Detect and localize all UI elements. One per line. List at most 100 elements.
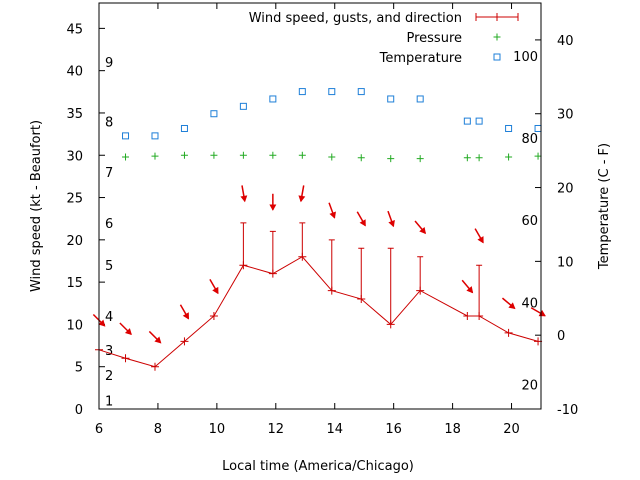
wind-direction-arrow	[414, 220, 426, 235]
pressure-point	[298, 151, 306, 159]
pressure-point	[239, 151, 247, 159]
temperature-point	[463, 117, 471, 125]
wind-direction-arrow-head	[508, 302, 516, 310]
pressure-point	[416, 155, 424, 163]
x-tick-label: 10	[209, 422, 226, 437]
temperature-point	[387, 95, 395, 103]
beaufort-label: 4	[105, 310, 113, 325]
y-tick-label: 10	[66, 318, 83, 333]
y-tick-label: 5	[75, 361, 83, 376]
wind-speed-point	[121, 354, 130, 363]
pressure-point	[505, 153, 513, 161]
legend-label: Pressure	[406, 31, 462, 46]
wind-direction-arrow	[461, 279, 474, 294]
beaufort-label: 5	[105, 259, 113, 274]
series-layer	[92, 88, 546, 371]
legend: Wind speed, gusts, and direction Pressure…	[249, 11, 519, 66]
wind-direction-arrow	[328, 202, 336, 219]
wind-direction-arrow	[501, 297, 516, 310]
y-tick-label: 45	[66, 22, 83, 37]
wind-direction-arrow-head	[298, 195, 306, 203]
wind-direction-arrow-head	[269, 204, 277, 211]
wind-direction-arrow-head	[466, 286, 474, 294]
gust-bar	[387, 247, 394, 325]
beaufort-label: 9	[105, 56, 113, 71]
wind-speed-point	[504, 328, 513, 337]
wind-direction-arrow	[474, 228, 484, 244]
wind-direction-arrow-head	[240, 195, 248, 203]
wind-speed-point	[463, 311, 472, 320]
wind-speed-point	[180, 337, 189, 346]
y-tick-label: 20	[66, 234, 83, 249]
y-tick-label: 15	[66, 276, 83, 291]
y-tick-label: 35	[66, 107, 83, 122]
wind-direction-arrow-head	[419, 226, 426, 235]
temperature-point	[269, 95, 277, 103]
legend-swatch-temperature	[493, 53, 501, 61]
pressure-point	[475, 154, 483, 162]
fahrenheit-label: 80	[521, 132, 538, 147]
x-tick-label: 20	[503, 422, 520, 437]
gust-bar	[299, 222, 306, 257]
fahrenheit-label: 20	[521, 379, 538, 394]
legend-swatch-wind	[475, 13, 519, 21]
temperature-point	[298, 88, 306, 96]
y2-tick-label: 40	[557, 34, 574, 49]
gust-bar	[269, 230, 276, 274]
beaufort-label: 8	[105, 115, 113, 130]
x-tick-label: 14	[326, 422, 343, 437]
gust-bar	[476, 264, 483, 316]
wind-direction-arrow	[240, 185, 248, 203]
y2-axis-label: Temperature (C - F)	[597, 143, 612, 270]
x-axis-label: Local time (America/Chicago)	[222, 459, 414, 474]
temperature-point	[416, 95, 424, 103]
gust-bar	[328, 239, 335, 291]
y-tick-label: 0	[75, 403, 83, 418]
wind-direction-arrow	[298, 185, 306, 203]
plot-frame	[98, 2, 542, 410]
wind-speed-line	[98, 256, 539, 368]
gust-bar	[358, 247, 365, 300]
wind-direction-arrow-head	[212, 286, 219, 295]
y-tick-label: 40	[66, 65, 83, 80]
wind-direction-arrow-head	[359, 219, 366, 227]
temperature-point	[180, 124, 188, 132]
pressure-point	[210, 151, 218, 159]
wind-direction-arrow	[269, 193, 277, 211]
pressure-point	[387, 155, 395, 163]
temperature-point	[122, 132, 130, 140]
wind-direction-arrow-head	[124, 328, 132, 336]
y2-tick-label: 20	[557, 182, 574, 197]
temperature-point	[357, 88, 365, 96]
pressure-point	[122, 153, 130, 161]
wind-direction-arrow-head	[154, 336, 162, 344]
wind-direction-arrow-head	[477, 236, 484, 244]
legend-label: Temperature	[379, 51, 462, 66]
temperature-point	[239, 102, 247, 110]
pressure-point	[180, 151, 188, 159]
fahrenheit-label: 40	[521, 297, 538, 312]
pressure-point	[463, 154, 471, 162]
beaufort-label: 7	[105, 166, 113, 181]
wind-direction-arrow-head	[329, 211, 336, 219]
x-tick-label: 12	[268, 422, 285, 437]
pressure-point	[269, 151, 277, 159]
wind-speed-point	[150, 362, 159, 371]
pressure-point	[151, 152, 159, 160]
temperature-point	[151, 132, 159, 140]
y2-tick-label: -10	[557, 403, 578, 418]
beaufort-label: 1	[105, 395, 113, 410]
temperature-point	[505, 124, 513, 132]
wind-direction-arrow	[179, 304, 190, 320]
pressure-point	[534, 152, 542, 160]
legend-label: Wind speed, gusts, and direction	[249, 11, 462, 26]
wind-direction-arrow-head	[182, 312, 189, 320]
x-tick-label: 16	[385, 422, 402, 437]
wind-direction-arrow-head	[388, 220, 395, 228]
wind-direction-arrow	[356, 211, 366, 227]
fahrenheit-label: 100	[513, 50, 538, 65]
wind-direction-arrow	[209, 279, 219, 295]
